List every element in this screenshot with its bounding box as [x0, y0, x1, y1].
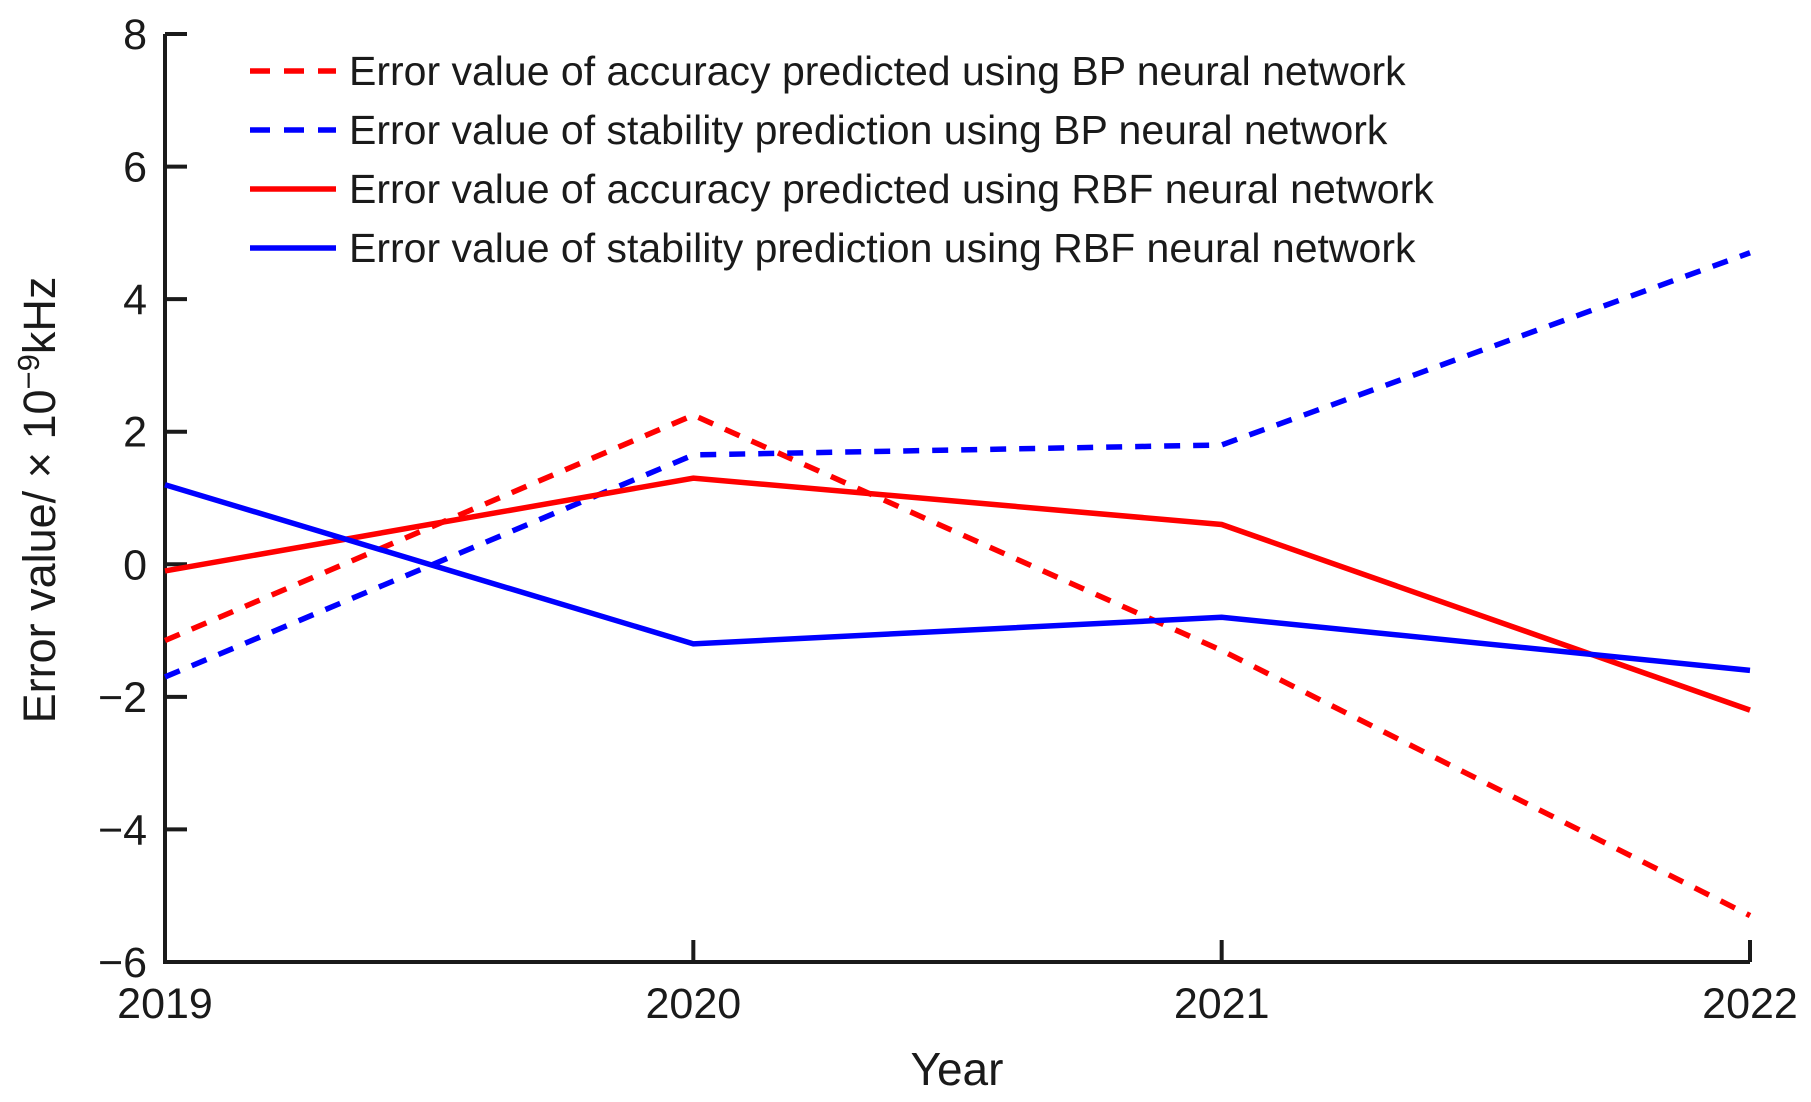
x-axis-label: Year — [911, 1043, 1004, 1095]
y-axis-label-unit: kHz — [14, 277, 65, 355]
y-axis-label: Error value/ × 10−9kHz — [11, 277, 65, 724]
series-line-3 — [164, 475, 1751, 713]
x-axis-ticks: 2019 2020 2021 2022 — [117, 940, 1798, 1028]
y-axis-ticks: 8 6 4 2 0 −2 −4 −6 — [98, 11, 187, 987]
series-lines — [163, 250, 1752, 919]
y-tick-label: 6 — [123, 144, 147, 192]
series-line-2 — [163, 250, 1751, 680]
y-tick-label: −2 — [98, 674, 147, 722]
x-tick-label: 2020 — [645, 980, 741, 1028]
y-tick-label: 4 — [123, 276, 147, 324]
y-tick-label: 8 — [123, 11, 147, 59]
x-tick-label: 2022 — [1702, 980, 1798, 1028]
y-tick-label: −6 — [98, 939, 147, 987]
y-axis-label-main: Error value/ × 10 — [14, 389, 65, 723]
y-tick-label: 0 — [123, 541, 147, 589]
legend-item-label: Error value of stability prediction usin… — [349, 107, 1388, 153]
y-tick-label: 2 — [123, 409, 147, 457]
y-axis-label-exponent: −9 — [11, 354, 46, 389]
series-line-1 — [163, 412, 1752, 919]
x-tick-label: 2021 — [1174, 980, 1270, 1028]
series-line-4 — [164, 482, 1751, 674]
y-tick-label: −4 — [98, 806, 147, 854]
legend-item-label: Error value of accuracy predicted using … — [349, 48, 1406, 94]
legend-item-label: Error value of stability prediction usin… — [349, 225, 1416, 271]
x-tick-label: 2019 — [117, 980, 213, 1028]
legend: Error value of accuracy predicted using … — [250, 48, 1434, 271]
legend-item-label: Error value of accuracy predicted using … — [349, 166, 1434, 212]
